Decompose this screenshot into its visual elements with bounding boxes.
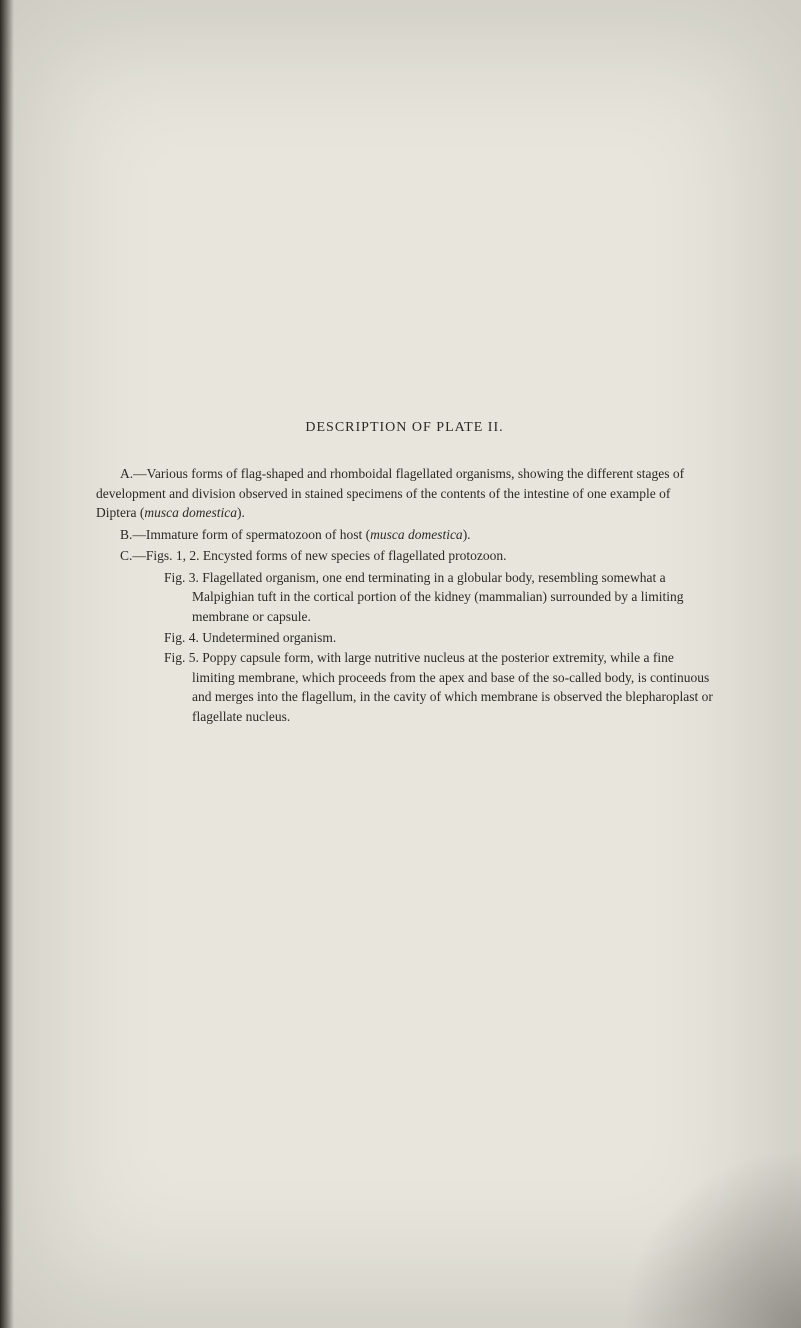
fig-5: Fig. 5. Poppy capsule form, with large n… [96,648,713,726]
section-a: A.—Various forms of flag-shaped and rhom… [96,464,713,523]
fig-4: Fig. 4. Undetermined organism. [96,628,713,648]
page-corner-shadow [621,1148,801,1328]
fig-3: Fig. 3. Flagellated organism, one end te… [96,568,713,627]
section-b: B.—Immature form of spermatozoon of host… [96,525,713,545]
section-c: C.—Figs. 1, 2. Encysted forms of new spe… [96,546,713,566]
page-content: DESCRIPTION OF PLATE II. A.—Various form… [0,0,801,787]
plate-title: DESCRIPTION OF PLATE II. [96,420,713,436]
